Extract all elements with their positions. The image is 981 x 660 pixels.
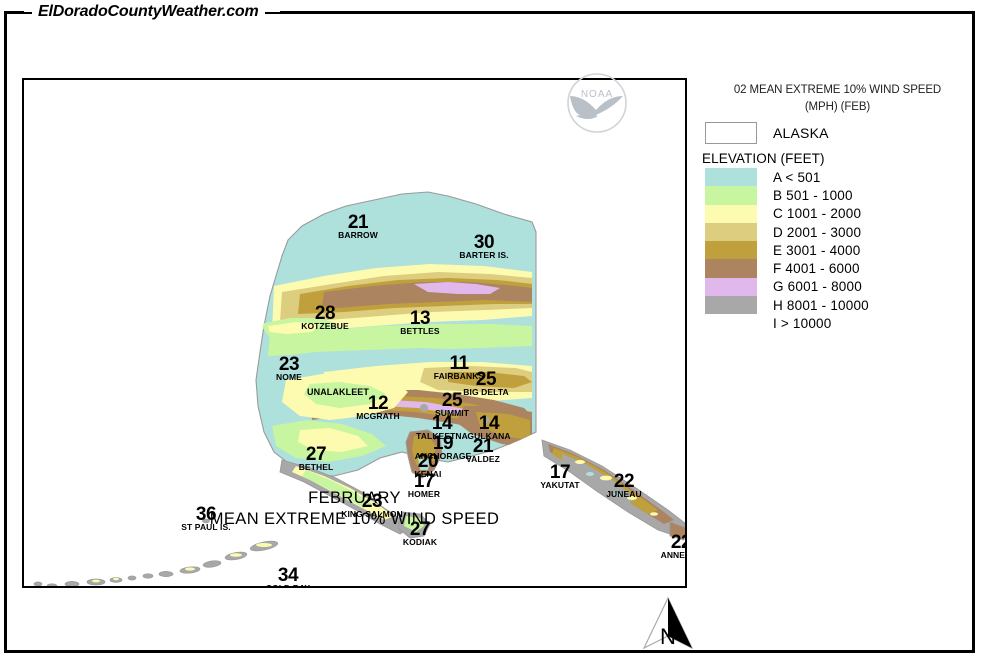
legend-elevation-row: E 3001 - 4000	[700, 241, 975, 260]
legend-title-line2: (MPH) (FEB)	[804, 101, 871, 113]
legend-label-f: F 4001 - 6000	[773, 261, 860, 277]
map-caption: FEBRUARY MEAN EXTREME 10% WIND SPEED	[24, 488, 685, 530]
legend-swatch-d	[705, 222, 757, 242]
legend-swatch-f	[705, 259, 757, 278]
caption-metric: MEAN EXTREME 10% WIND SPEED	[209, 510, 500, 528]
page-border	[4, 11, 975, 653]
legend-elevation-row: G 6001 - 8000	[700, 277, 975, 297]
legend-state-swatch	[705, 122, 757, 144]
legend-swatch-e	[705, 241, 757, 260]
noaa-logo-text: NOAA	[581, 89, 613, 100]
legend-label-g: G 6001 - 8000	[773, 279, 862, 295]
map-panel[interactable]: 21 BARROW 30 BARTER IS. 28 KOTZEBUE 13 BETTLES 2…	[22, 78, 687, 588]
legend-elevation-row: H 8001 - 10000	[700, 296, 975, 315]
legend-state-label: ALASKA	[773, 125, 829, 141]
map-landmass	[33, 191, 685, 586]
legend-swatch-a	[705, 168, 757, 187]
legend-elevation-row: C 1001 - 2000	[700, 204, 975, 223]
north-arrow-icon	[642, 596, 694, 650]
legend-elevation-row: F 4001 - 6000	[700, 259, 975, 278]
caption-month: FEBRUARY	[308, 489, 401, 507]
legend-title: 02 MEAN EXTREME 10% WIND SPEED (MPH) (FE…	[700, 82, 975, 116]
legend-label-h: H 8001 - 10000	[773, 297, 869, 313]
legend-elevation-row: B 501 - 1000	[700, 186, 975, 205]
legend-swatch-c	[705, 204, 757, 223]
legend-label-e: E 3001 - 4000	[773, 242, 861, 258]
legend-swatch-i	[705, 314, 757, 332]
legend-label-i: I > 10000	[773, 316, 832, 332]
alaska-elevation-map	[33, 191, 685, 586]
legend-state-row: ALASKA	[700, 122, 975, 144]
map-legend: 02 MEAN EXTREME 10% WIND SPEED (MPH) (FE…	[700, 82, 975, 333]
legend-label-a: A < 501	[773, 169, 821, 185]
north-label: N	[660, 624, 676, 649]
site-title: ElDoradoCountyWeather.com	[32, 4, 265, 20]
legend-label-c: C 1001 - 2000	[773, 206, 862, 222]
legend-swatch-h	[705, 296, 757, 315]
legend-label-b: B 501 - 1000	[773, 187, 853, 203]
legend-elevation-row: D 2001 - 3000	[700, 222, 975, 242]
legend-elevation-heading: ELEVATION (FEET)	[702, 151, 825, 166]
legend-swatch-b	[705, 186, 757, 205]
legend-elevation-row: A < 501	[700, 168, 975, 187]
legend-title-line1: 02 MEAN EXTREME 10% WIND SPEED	[733, 84, 942, 96]
legend-label-d: D 2001 - 3000	[773, 224, 862, 240]
legend-swatch-g	[705, 277, 757, 297]
noaa-logo: NOAA	[567, 73, 627, 133]
legend-elevation-list: A < 501 B 501 - 1000 C 1001 - 2000 D 2001 -…	[700, 168, 975, 333]
legend-elevation-row: I > 10000	[700, 314, 975, 332]
